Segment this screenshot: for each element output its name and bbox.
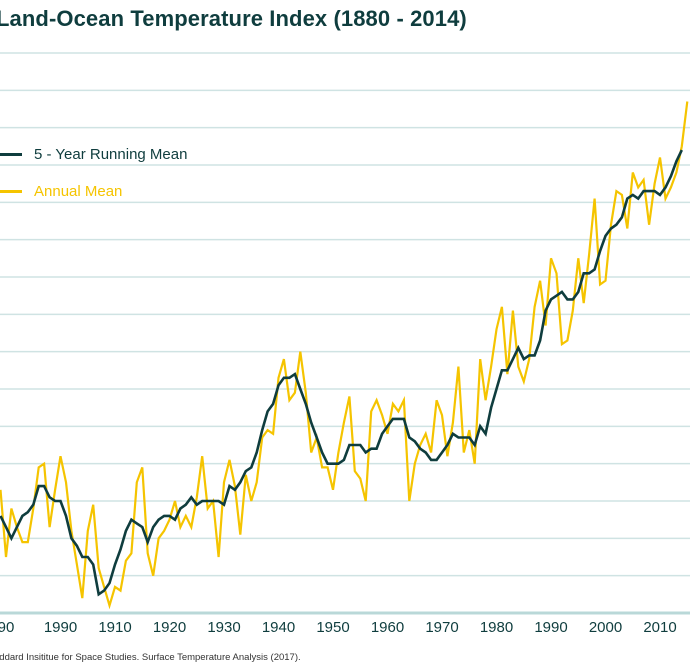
x-tick-label: 1960 xyxy=(370,619,405,636)
x-tick-label: 1950 xyxy=(316,619,350,636)
series-line-annual-mean xyxy=(0,101,689,610)
source-note: oddard Insititue for Space Studies. Surf… xyxy=(0,652,301,663)
legend-swatch-annual-mean xyxy=(0,189,22,193)
legend-swatch-running-mean xyxy=(0,152,22,156)
x-tick-label: 1990 xyxy=(534,619,568,636)
x-tick-label: 1940 xyxy=(261,619,296,636)
x-tick-label: 2010 xyxy=(643,619,677,636)
x-tick-label: 2000 xyxy=(588,619,623,636)
x-tick-label: 90 xyxy=(0,619,15,636)
x-tick-label: 1980 xyxy=(479,619,514,636)
legend-item-running-mean: 5 - Year Running Mean xyxy=(0,144,187,164)
grid-lines xyxy=(0,52,690,615)
series-lines xyxy=(0,101,689,610)
x-tick-label: 1970 xyxy=(425,619,459,636)
x-tick-label: 1930 xyxy=(207,619,241,636)
legend-label-running-mean: 5 - Year Running Mean xyxy=(34,145,188,163)
x-tick-label: 1990 xyxy=(43,619,78,636)
x-tick-label: 1910 xyxy=(98,619,132,636)
series-line-running-mean xyxy=(0,149,683,597)
chart-title: Land-Ocean Temperature Index (1880 - 201… xyxy=(0,6,467,31)
legend-label-annual-mean: Annual Mean xyxy=(34,182,123,200)
x-tick-label: 1920 xyxy=(152,619,187,636)
legend-item-annual-mean: Annual Mean xyxy=(0,181,122,201)
